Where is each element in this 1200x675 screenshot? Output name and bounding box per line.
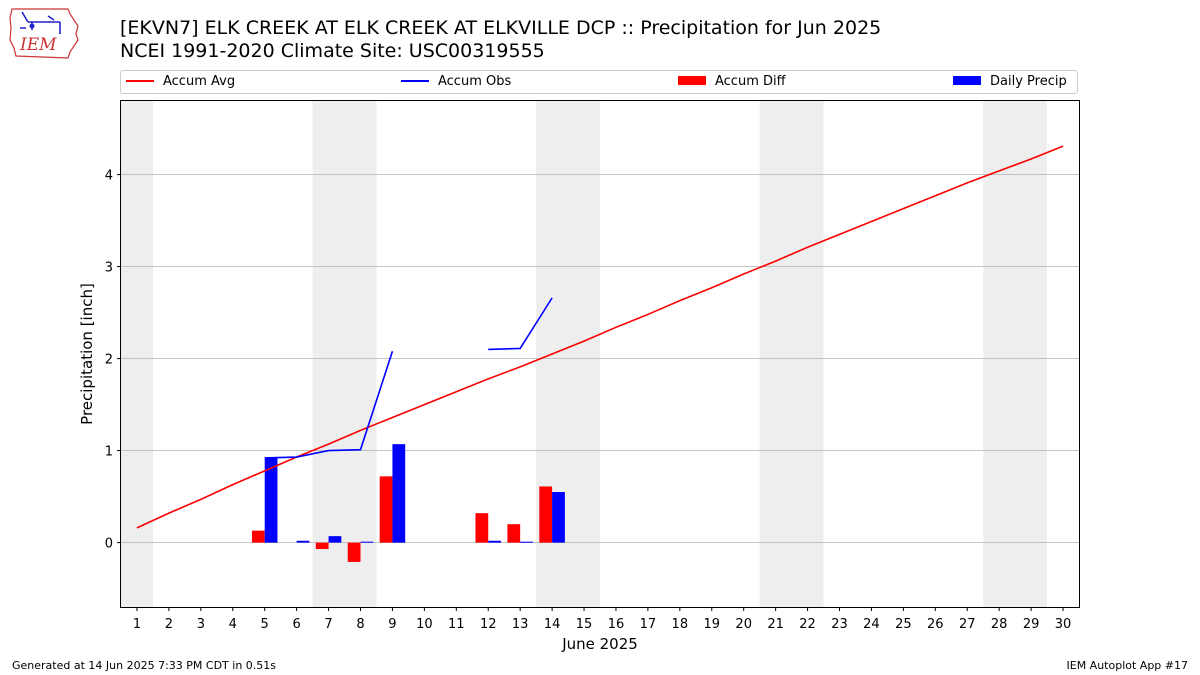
y-tick-label-4: 4: [105, 169, 113, 184]
daily-precip-bar-day-6: [296, 540, 310, 543]
x-tick-label-30: 30: [1055, 617, 1072, 632]
x-tick-label-16: 16: [608, 617, 625, 632]
legend-swatch-accum-obs: [401, 79, 429, 82]
legend-item-daily-precip: Daily Precip: [953, 74, 1067, 92]
y-axis-label: Precipitation [inch]: [78, 283, 96, 425]
x-tick-label-26: 26: [927, 617, 944, 632]
iem-logo: IEM: [9, 8, 79, 59]
legend-swatch-daily-precip: [953, 76, 981, 85]
x-tick-label-4: 4: [229, 617, 237, 632]
x-tick-label-14: 14: [544, 617, 561, 632]
x-tick-label-10: 10: [416, 617, 433, 632]
legend-item-accum-obs: Accum Obs: [401, 74, 511, 92]
weekend-shade-0: [121, 101, 153, 607]
y-ticks: 0 1 2 3 4: [105, 169, 121, 552]
x-tick-label-28: 28: [991, 617, 1008, 632]
x-tick-label-21: 21: [767, 617, 784, 632]
accum-diff-bar-day-12: [475, 513, 489, 543]
accum-diff-bar-day-13: [507, 524, 521, 543]
x-tick-label-20: 20: [735, 617, 752, 632]
daily-precip-bar-day-14: [552, 492, 565, 543]
x-tick-label-1: 1: [133, 617, 141, 632]
x-tick-label-9: 9: [388, 617, 396, 632]
x-tick-label-27: 27: [959, 617, 976, 632]
legend-label-daily-precip: Daily Precip: [990, 74, 1067, 89]
daily-precip-bar-day-9: [392, 444, 406, 543]
weekend-shade-3: [759, 101, 824, 607]
weekend-shade-4: [983, 101, 1048, 607]
legend-item-accum-avg: Accum Avg: [126, 74, 235, 92]
accum-diff-bar-day-7: [315, 542, 329, 550]
daily-precip-bar-day-8: [360, 541, 374, 543]
lines: [136, 145, 1064, 529]
x-tick-label-24: 24: [863, 617, 880, 632]
daily-precip-bar-day-13: [520, 541, 533, 543]
accum-diff-bar-day-5: [251, 530, 265, 543]
x-tick-label-6: 6: [292, 617, 300, 632]
x-tick-label-18: 18: [672, 617, 689, 632]
daily-precip-bar-day-5: [264, 457, 278, 543]
x-tick-label-8: 8: [356, 617, 364, 632]
x-tick-label-19: 19: [703, 617, 720, 632]
legend-label-accum-avg: Accum Avg: [163, 74, 236, 89]
station-dot-icon: [29, 23, 35, 29]
legend: Accum Avg Accum Obs Accum Diff Daily Pre…: [120, 70, 1078, 94]
x-tick-label-3: 3: [197, 617, 205, 632]
x-tick-label-15: 15: [576, 617, 593, 632]
x-tick-label-25: 25: [895, 617, 912, 632]
x-tick-label-22: 22: [799, 617, 816, 632]
x-tick-label-23: 23: [831, 617, 848, 632]
accum-diff-bar-day-8: [347, 542, 361, 562]
legend-swatch-accum-diff: [678, 76, 706, 85]
y-tick-label-1: 1: [105, 445, 113, 460]
accum-diff-bar-day-14: [539, 486, 553, 543]
x-axis-label: June 2025: [561, 635, 638, 653]
x-tick-label-12: 12: [480, 617, 497, 632]
legend-label-accum-diff: Accum Diff: [715, 74, 786, 89]
x-ticks: 1 2 3 4 5 6 7 8 9 10 11 12 13 14 15 16 17 18 19 20 21 22 23 24 2…: [133, 607, 1071, 632]
gridlines: [121, 174, 1079, 543]
x-tick-label-11: 11: [448, 617, 465, 632]
legend-label-accum-obs: Accum Obs: [438, 74, 512, 89]
logo-text: IEM: [19, 35, 57, 55]
y-tick-label-3: 3: [105, 261, 113, 276]
footer-generated: Generated at 14 Jun 2025 7:33 PM CDT in …: [12, 659, 277, 672]
x-tick-label-2: 2: [165, 617, 173, 632]
x-tick-label-17: 17: [640, 617, 657, 632]
chart-subtitle: NCEI 1991-2020 Climate Site: USC00319555: [120, 40, 545, 62]
weekend-shade-1: [312, 101, 377, 607]
accum-diff-bar-day-9: [379, 476, 393, 543]
accum-avg-line: [136, 145, 1064, 529]
footer-app: IEM Autoplot App #17: [1066, 659, 1189, 672]
x-tick-label-29: 29: [1023, 617, 1040, 632]
daily-precip-bar-day-12: [488, 540, 502, 543]
plot-frame: [120, 100, 1080, 608]
daily-precip-bar-day-7: [328, 536, 342, 543]
x-tick-label-7: 7: [324, 617, 332, 632]
y-tick-label-0: 0: [105, 537, 113, 552]
chart-title: [EKVN7] ELK CREEK AT ELK CREEK AT ELKVIL…: [120, 17, 882, 39]
legend-swatch-accum-avg: [126, 79, 154, 82]
legend-item-accum-diff: Accum Diff: [678, 74, 786, 92]
x-tick-label-13: 13: [512, 617, 529, 632]
bars: [251, 444, 565, 562]
x-tick-label-5: 5: [261, 617, 269, 632]
y-tick-label-2: 2: [105, 353, 113, 368]
